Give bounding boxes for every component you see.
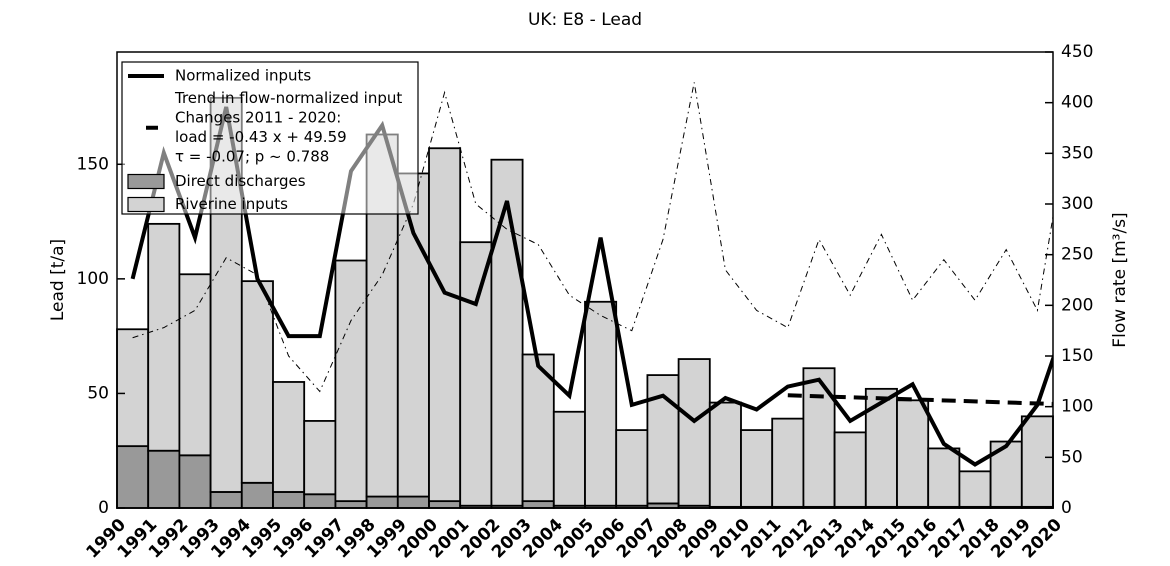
bar (958, 470, 992, 508)
bar (272, 491, 306, 509)
bar (896, 399, 930, 508)
y2-tick-label: 100 (1061, 397, 1093, 417)
bar (116, 328, 150, 448)
bar (615, 429, 649, 507)
y2-tick-label: 200 (1061, 295, 1093, 315)
bar (740, 429, 774, 508)
bar (147, 222, 181, 452)
legend-swatch (127, 196, 165, 213)
bar (116, 445, 150, 509)
bar (178, 454, 212, 509)
legend-label: Trend in flow-normalized input (174, 89, 402, 107)
bar (209, 491, 243, 509)
bar (459, 241, 493, 507)
legend-annotation: load = -0.43 x + 49.59 (175, 128, 347, 146)
bar (396, 172, 430, 498)
y2-tick-label: 150 (1061, 346, 1093, 366)
bar (521, 500, 555, 509)
bar (334, 500, 368, 509)
bar (802, 367, 836, 508)
line-series (130, 106, 1053, 467)
bar (708, 401, 742, 508)
line-series (787, 393, 1053, 406)
bar (490, 158, 524, 507)
y2-tick-label: 400 (1061, 93, 1093, 113)
bar (771, 417, 805, 508)
bar (365, 495, 399, 509)
bar (552, 410, 586, 507)
y2-tick-label: 50 (1061, 447, 1083, 467)
bar (521, 353, 555, 503)
y-tick-label: 100 (77, 269, 109, 289)
y-tick-label: 150 (77, 154, 109, 174)
line-series (132, 82, 1053, 393)
y2-tick-label: 350 (1061, 143, 1093, 163)
bar (584, 300, 618, 507)
bar (428, 500, 462, 509)
bar (147, 449, 181, 509)
legend-box (121, 61, 419, 215)
bar (272, 381, 306, 493)
bar (303, 493, 337, 509)
bar (677, 358, 711, 507)
y2-axis-label: Flow rate [m³/s] (1110, 212, 1130, 347)
y-axis-label: Lead [t/a] (48, 239, 68, 321)
bar (1020, 415, 1054, 508)
bar (864, 387, 898, 508)
bar (833, 431, 867, 508)
legend-label: Direct discharges (175, 172, 306, 190)
y2-tick-label: 250 (1061, 245, 1093, 265)
legend: Normalized inputs Trend in flow-normalize… (121, 61, 419, 215)
chart-title: UK: E8 - Lead (528, 10, 642, 30)
legend-label: Normalized inputs (175, 67, 311, 85)
y-tick-label: 0 (98, 498, 109, 518)
bar (303, 420, 337, 496)
bar (927, 447, 961, 508)
y-tick-label: 50 (87, 383, 109, 403)
legend-swatch (127, 173, 165, 190)
bar (334, 259, 368, 503)
bar (396, 495, 430, 509)
bar (240, 280, 274, 484)
bar (178, 273, 212, 457)
y2-tick-label: 450 (1061, 42, 1093, 62)
legend-annotation: τ = -0.07; p ~ 0.788 (175, 148, 329, 166)
legend-annotation: Changes 2011 - 2020: (175, 109, 341, 127)
lines (130, 82, 1053, 467)
y2-tick-label: 0 (1061, 498, 1072, 518)
y2-tick-label: 300 (1061, 194, 1093, 214)
legend-label: Riverine inputs (175, 195, 288, 213)
bar (240, 481, 274, 509)
bar (428, 147, 462, 503)
